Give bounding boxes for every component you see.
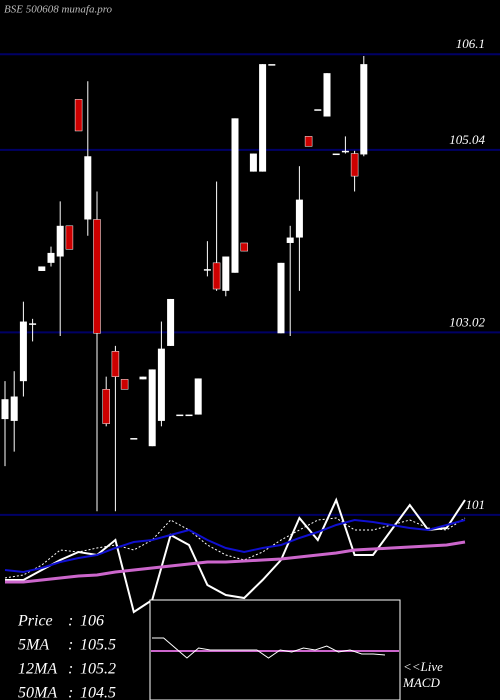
legend-separator: : <box>68 613 73 630</box>
legend-separator: : <box>68 661 73 678</box>
candle-body <box>84 156 92 220</box>
indicator-line <box>5 497 466 614</box>
candle-body <box>194 378 202 415</box>
candle-body <box>38 266 46 271</box>
candle-body <box>240 242 248 252</box>
candle-body <box>139 376 147 380</box>
legend-value: 104.5 <box>80 685 116 700</box>
legend-separator: : <box>68 637 73 654</box>
candle-body <box>167 298 175 346</box>
candle-body <box>231 118 239 273</box>
legend-value: 105.5 <box>80 637 116 654</box>
candle-body <box>10 396 18 421</box>
candle-body <box>277 262 285 334</box>
candle-body <box>341 150 349 153</box>
indicator-line <box>4 517 466 579</box>
candle-body <box>111 351 120 377</box>
candle-body <box>314 109 322 111</box>
candle-body <box>93 219 101 334</box>
candle-body <box>360 64 368 155</box>
candle-body <box>148 369 156 447</box>
candle-body <box>295 199 303 238</box>
candle-body <box>29 323 37 325</box>
candle-body <box>176 414 184 417</box>
candle-body <box>249 153 257 172</box>
legend-label: 5MA <box>18 637 49 654</box>
candle-body <box>47 252 55 263</box>
y-tick-label: 106.1 <box>456 36 485 51</box>
chart-title: BSE 500608 munafa.pro <box>4 4 113 16</box>
annotation: <<Live <box>403 659 443 674</box>
candle-body <box>268 64 276 66</box>
legend-label: 50MA <box>18 685 57 700</box>
legend-label: 12MA <box>18 661 57 678</box>
candle-body <box>304 136 313 147</box>
indicator-line <box>5 540 466 584</box>
annotation: MACD <box>402 675 440 690</box>
candle-body <box>212 262 221 290</box>
legend-label: Price <box>17 613 53 630</box>
candle-body <box>102 389 110 424</box>
candle-body <box>56 225 64 257</box>
candle-body <box>332 153 340 156</box>
candle-body <box>1 399 9 420</box>
candle-body <box>130 438 138 440</box>
candle-body <box>350 153 359 177</box>
candle-body <box>203 269 211 271</box>
legend-separator: : <box>68 685 73 700</box>
legend-value: 105.2 <box>80 661 116 678</box>
candle-body <box>259 64 267 172</box>
candle-body <box>286 237 294 243</box>
indicator-line <box>4 518 466 574</box>
candle-body <box>185 414 193 417</box>
candle-body <box>157 348 165 421</box>
y-tick-label: 103.02 <box>449 314 485 329</box>
candle-body <box>222 256 230 291</box>
candle-body <box>120 379 129 390</box>
macd-line <box>152 637 386 659</box>
candle-body <box>74 99 83 132</box>
candle-body <box>323 73 331 117</box>
y-tick-label: 101 <box>466 497 486 512</box>
legend-value: 106 <box>80 613 104 630</box>
candle-body <box>19 321 27 382</box>
candle-body <box>65 225 74 250</box>
y-tick-label: 105.04 <box>449 132 485 147</box>
